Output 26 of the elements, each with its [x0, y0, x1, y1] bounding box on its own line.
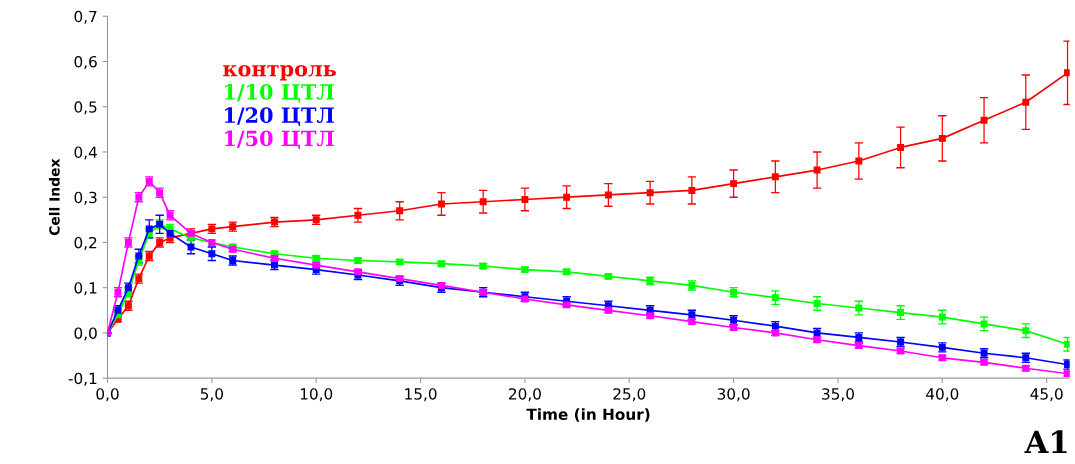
- x-tick-label: 10,0: [300, 388, 333, 402]
- x-tick-label: 15,0: [405, 388, 437, 402]
- y-tick-label: 0,1: [74, 282, 97, 296]
- y-tick-label: 0,0: [74, 327, 97, 341]
- text: 1/20 ЦТЛ: [225, 107, 334, 126]
- text: 1/50 ЦТЛ: [225, 130, 334, 150]
- y-tick-label: -0,1: [68, 372, 97, 386]
- x-tick-label: 30,0: [717, 388, 750, 402]
- y-tick-label: 0,5: [74, 101, 97, 115]
- x-tick-label: 25,0: [613, 388, 646, 402]
- y-tick-label: 0,6: [74, 55, 97, 70]
- x-tick-label: 40,0: [926, 388, 959, 402]
- y-tick-label: 0,7: [74, 10, 97, 24]
- y-tick-label: 0,3: [74, 191, 97, 205]
- x-tick-label: 45,0: [1030, 388, 1063, 402]
- text: 1/10 ЦТЛ: [225, 83, 334, 103]
- y-axis-title: Cell Index: [48, 158, 60, 236]
- text: контроль: [223, 65, 337, 81]
- x-axis-title: Time (in Hour): [526, 408, 650, 422]
- y-tick-label: 0,2: [74, 236, 97, 251]
- x-tick-label: 20,0: [509, 388, 541, 402]
- text: A1: [1024, 430, 1067, 454]
- y-tick-label: 0,4: [74, 146, 97, 160]
- x-tick-label: 5,0: [200, 388, 223, 402]
- x-tick-label: 35,0: [822, 388, 854, 402]
- x-tick-label: 0,0: [96, 388, 119, 402]
